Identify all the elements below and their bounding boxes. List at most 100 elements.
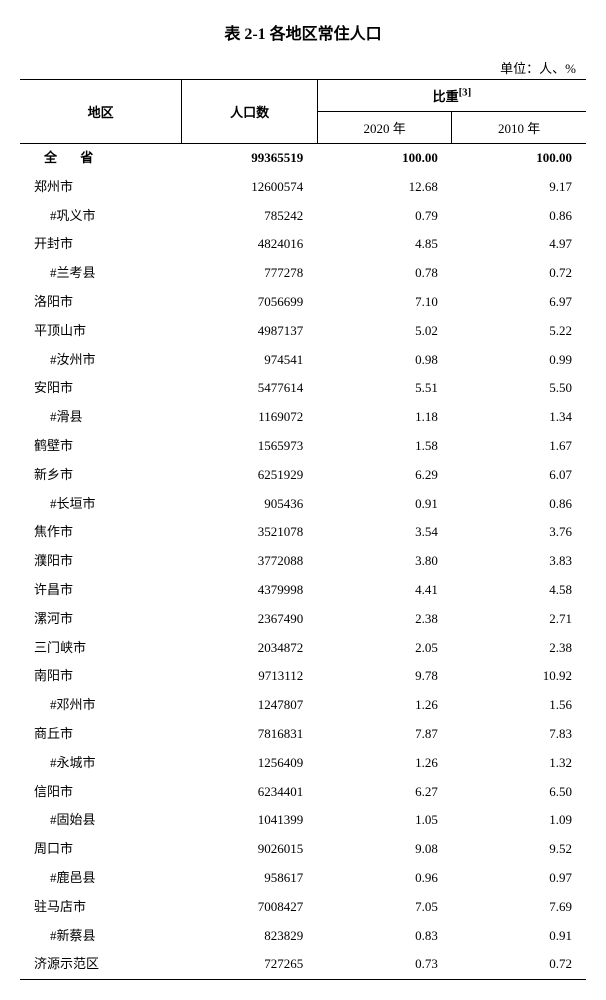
region-cell: 平顶山市 [20, 317, 182, 346]
region-cell: 全 省 [20, 144, 182, 173]
pct2010-cell: 0.99 [452, 346, 586, 375]
population-cell: 5477614 [182, 374, 317, 403]
region-cell: #鹿邑县 [20, 864, 182, 893]
population-cell: 1169072 [182, 403, 317, 432]
population-cell: 1565973 [182, 432, 317, 461]
table-row: #邓州市12478071.261.56 [20, 691, 586, 720]
population-cell: 1041399 [182, 806, 317, 835]
population-cell: 4379998 [182, 576, 317, 605]
population-cell: 9713112 [182, 662, 317, 691]
pct2020-cell: 6.27 [317, 778, 452, 807]
region-cell: 济源示范区 [20, 950, 182, 979]
pct2010-cell: 0.86 [452, 490, 586, 519]
region-cell: #巩义市 [20, 202, 182, 231]
region-cell: #新蔡县 [20, 922, 182, 951]
pct2010-cell: 1.56 [452, 691, 586, 720]
region-cell: 开封市 [20, 230, 182, 259]
population-cell: 2367490 [182, 605, 317, 634]
pct2010-cell: 4.97 [452, 230, 586, 259]
pct2020-cell: 0.98 [317, 346, 452, 375]
pct2020-cell: 0.96 [317, 864, 452, 893]
unit-label: 单位：人、% [20, 58, 586, 77]
header-region: 地区 [20, 80, 182, 144]
pct2020-cell: 3.54 [317, 518, 452, 547]
table-row: 驻马店市70084277.057.69 [20, 893, 586, 922]
table-row: 焦作市35210783.543.76 [20, 518, 586, 547]
population-cell: 727265 [182, 950, 317, 979]
header-proportion-sup: [3] [459, 87, 472, 99]
pct2010-cell: 100.00 [452, 144, 586, 173]
region-cell: 漯河市 [20, 605, 182, 634]
table-row: 开封市48240164.854.97 [20, 230, 586, 259]
table-row: 南阳市97131129.7810.92 [20, 662, 586, 691]
region-cell: #滑县 [20, 403, 182, 432]
table-row: 许昌市43799984.414.58 [20, 576, 586, 605]
table-row: 济源示范区7272650.730.72 [20, 950, 586, 979]
pct2010-cell: 5.50 [452, 374, 586, 403]
table-row: #巩义市7852420.790.86 [20, 202, 586, 231]
region-cell: 周口市 [20, 835, 182, 864]
table-row: #新蔡县8238290.830.91 [20, 922, 586, 951]
region-cell: 商丘市 [20, 720, 182, 749]
pct2010-cell: 5.22 [452, 317, 586, 346]
pct2020-cell: 7.87 [317, 720, 452, 749]
table-row: 新乡市62519296.296.07 [20, 461, 586, 490]
population-cell: 3772088 [182, 547, 317, 576]
population-cell: 823829 [182, 922, 317, 951]
region-cell: 信阳市 [20, 778, 182, 807]
region-cell: 驻马店市 [20, 893, 182, 922]
population-cell: 974541 [182, 346, 317, 375]
population-cell: 12600574 [182, 173, 317, 202]
region-cell: 郑州市 [20, 173, 182, 202]
region-cell: 安阳市 [20, 374, 182, 403]
pct2020-cell: 100.00 [317, 144, 452, 173]
population-cell: 7008427 [182, 893, 317, 922]
pct2020-cell: 1.58 [317, 432, 452, 461]
pct2020-cell: 3.80 [317, 547, 452, 576]
table-row: #鹿邑县9586170.960.97 [20, 864, 586, 893]
region-cell: 鹤壁市 [20, 432, 182, 461]
region-cell: 南阳市 [20, 662, 182, 691]
header-population: 人口数 [182, 80, 317, 144]
header-2010: 2010 年 [452, 112, 586, 144]
pct2010-cell: 6.07 [452, 461, 586, 490]
pct2020-cell: 0.73 [317, 950, 452, 979]
table-row: 平顶山市49871375.025.22 [20, 317, 586, 346]
region-cell: #固始县 [20, 806, 182, 835]
table-row: 漯河市23674902.382.71 [20, 605, 586, 634]
population-cell: 4824016 [182, 230, 317, 259]
table-row: 商丘市78168317.877.83 [20, 720, 586, 749]
pct2020-cell: 4.41 [317, 576, 452, 605]
pct2020-cell: 7.10 [317, 288, 452, 317]
pct2020-cell: 0.78 [317, 259, 452, 288]
pct2010-cell: 2.38 [452, 634, 586, 663]
population-cell: 905436 [182, 490, 317, 519]
table-row: 三门峡市20348722.052.38 [20, 634, 586, 663]
pct2010-cell: 7.69 [452, 893, 586, 922]
pct2010-cell: 0.72 [452, 259, 586, 288]
pct2010-cell: 6.50 [452, 778, 586, 807]
pct2010-cell: 3.76 [452, 518, 586, 547]
table-row: #兰考县7772780.780.72 [20, 259, 586, 288]
pct2010-cell: 0.72 [452, 950, 586, 979]
region-cell: 新乡市 [20, 461, 182, 490]
region-cell: 许昌市 [20, 576, 182, 605]
pct2010-cell: 10.92 [452, 662, 586, 691]
pct2010-cell: 9.52 [452, 835, 586, 864]
table-row: #汝州市9745410.980.99 [20, 346, 586, 375]
header-2020: 2020 年 [317, 112, 452, 144]
population-cell: 785242 [182, 202, 317, 231]
population-cell: 6234401 [182, 778, 317, 807]
table-title: 表 2-1 各地区常住人口 [20, 20, 586, 44]
pct2020-cell: 9.08 [317, 835, 452, 864]
pct2020-cell: 1.18 [317, 403, 452, 432]
pct2020-cell: 9.78 [317, 662, 452, 691]
population-cell: 6251929 [182, 461, 317, 490]
population-cell: 1256409 [182, 749, 317, 778]
region-cell: #兰考县 [20, 259, 182, 288]
region-cell: #汝州市 [20, 346, 182, 375]
table-row: #长垣市9054360.910.86 [20, 490, 586, 519]
table-row: 郑州市1260057412.689.17 [20, 173, 586, 202]
pct2020-cell: 5.02 [317, 317, 452, 346]
table-row: #滑县11690721.181.34 [20, 403, 586, 432]
